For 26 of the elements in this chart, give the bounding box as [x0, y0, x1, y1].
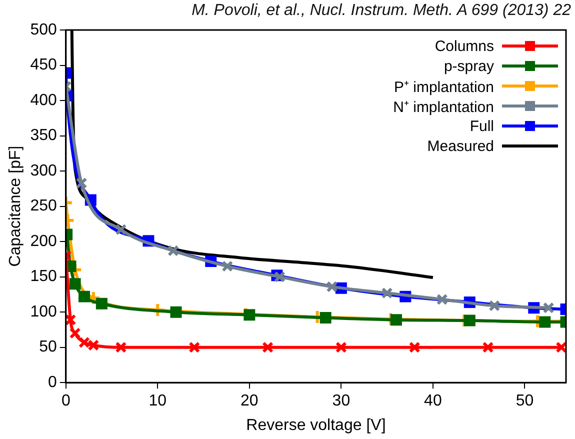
y-tick-label: 450 [30, 56, 57, 74]
x-tick-label: 0 [61, 392, 70, 410]
legend-label: Full [470, 118, 494, 134]
x-tick-label: 30 [332, 392, 350, 410]
y-tick-label: 250 [30, 198, 57, 215]
legend-label: N⁺ implantation [393, 98, 494, 116]
legend-label: Columns [434, 38, 494, 54]
y-tick-label: 200 [30, 232, 57, 250]
legend-label: p-spray [444, 58, 494, 74]
x-tick-label: 50 [516, 392, 534, 410]
y-tick-label: 150 [30, 268, 57, 286]
y-tick-label: 350 [30, 127, 57, 144]
x-tick-label: 40 [424, 392, 442, 410]
x-axis-title: Reverse voltage [V] [246, 416, 386, 434]
y-axis-title: Capacitance [pF] [7, 146, 24, 267]
legend-label: Measured [427, 138, 494, 154]
y-tick-label: 400 [30, 92, 57, 109]
legend-label: P⁺ implantation [394, 78, 494, 96]
x-tick-label: 20 [240, 392, 258, 410]
y-tick-label: 300 [30, 162, 57, 180]
x-tick-label: 10 [148, 392, 167, 410]
y-tick-label: 100 [30, 303, 57, 320]
y-tick-label: 50 [39, 338, 57, 356]
y-tick-label: 0 [48, 374, 57, 392]
y-tick-label: 500 [30, 21, 57, 38]
text: M. Povoli, et al., Nucl. Instrum. Meth. A 699 (2013) 22 [190, 2, 571, 20]
